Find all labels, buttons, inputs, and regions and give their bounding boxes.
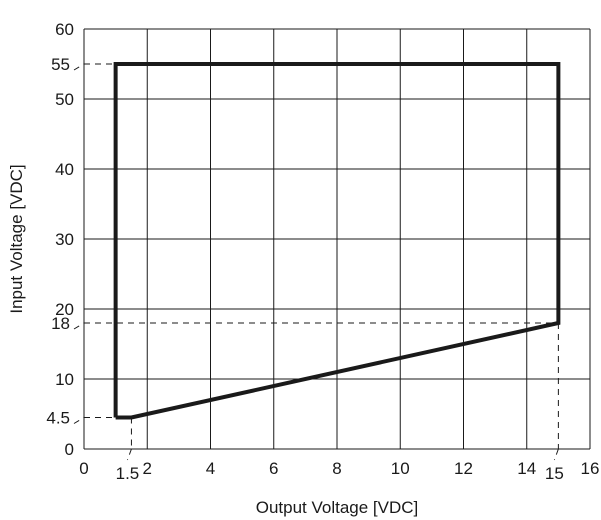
y-annotation-label: 4.5	[46, 409, 70, 428]
guide-lines	[73, 63, 559, 461]
x-tick-label: 0	[79, 459, 88, 478]
x-tick-label: 6	[269, 459, 278, 478]
y-tick-label: 40	[55, 160, 74, 179]
x-tick-label: 12	[454, 459, 473, 478]
x-tick-label: 8	[332, 459, 341, 478]
y-tick-label: 50	[55, 90, 74, 109]
series	[113, 62, 561, 420]
y-annotation-leader	[73, 322, 85, 330]
y-annotation-label: 18	[51, 314, 70, 333]
y-annotation-leader	[73, 417, 85, 424]
tick-labels: 0 10 20 30 40 50 60 0 2 4 6 8 10 12 14 16 4.5 18 55 1.5 15	[46, 20, 599, 483]
operating-region-outline	[113, 62, 561, 420]
x-tick-label: 2	[143, 459, 152, 478]
y-tick-label: 10	[55, 370, 74, 389]
y-tick-label: 0	[65, 440, 74, 459]
x-tick-label: 16	[581, 459, 600, 478]
x-annotation-leader	[553, 448, 559, 461]
x-annotation-label: 1.5	[116, 464, 140, 483]
x-axis-label: Output Voltage [VDC]	[256, 498, 419, 517]
x-tick-label: 10	[391, 459, 410, 478]
y-axis-label: Input Voltage [VDC]	[7, 164, 26, 313]
y-tick-label: 30	[55, 230, 74, 249]
grid	[83, 28, 591, 450]
y-tick-label: 20	[55, 300, 74, 319]
x-annotation-leader	[126, 448, 132, 461]
x-annotation-label: 15	[545, 464, 564, 483]
x-tick-label: 4	[206, 459, 215, 478]
y-tick-label: 60	[55, 20, 74, 39]
y-annotation-label: 55	[51, 55, 70, 74]
y-annotation-leader	[73, 63, 85, 71]
x-tick-label: 14	[517, 459, 536, 478]
